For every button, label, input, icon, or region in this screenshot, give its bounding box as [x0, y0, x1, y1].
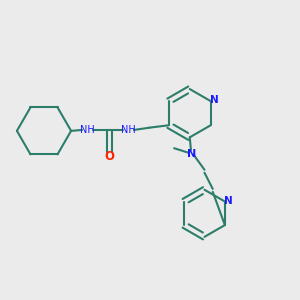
Text: NH: NH	[80, 125, 95, 135]
Text: N: N	[187, 148, 196, 158]
Text: O: O	[104, 150, 114, 163]
Text: N: N	[224, 196, 233, 206]
Text: NH: NH	[121, 125, 136, 135]
Text: N: N	[210, 95, 219, 105]
